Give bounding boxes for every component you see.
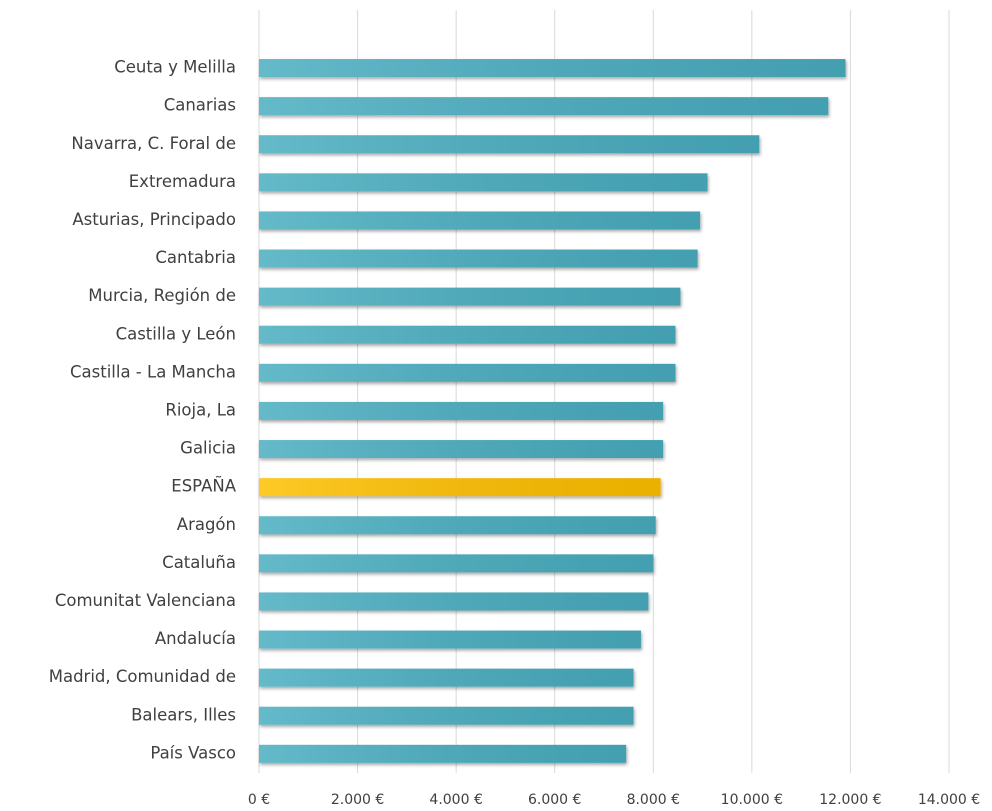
x-tick-label: 6.000 € [528, 792, 581, 808]
y-tick-label: Galicia [180, 439, 236, 458]
y-tick-label: País Vasco [150, 743, 236, 762]
bar-shade [259, 554, 654, 573]
y-tick-label: Ceuta y Melilla [114, 58, 236, 77]
y-tick-label: Comunitat Valenciana [55, 591, 236, 610]
bar-shade [259, 440, 664, 459]
bar-shade [259, 135, 760, 154]
x-tick-label: 10.000 € [721, 792, 783, 808]
y-tick-label: Canarias [164, 96, 236, 115]
y-tick-label: Castilla - La Mancha [70, 362, 236, 381]
x-tick-label: 0 € [248, 792, 270, 808]
bar-shade [259, 478, 661, 497]
y-tick-label: ESPAÑA [171, 477, 236, 496]
bar-shade [259, 706, 634, 725]
y-tick-label: Cantabria [155, 248, 236, 267]
y-tick-label: Balears, Illes [131, 705, 236, 724]
y-tick-label: Rioja, La [165, 400, 236, 419]
bar-shade [259, 401, 664, 420]
bar-shade [259, 668, 634, 687]
x-tick-label: 12.000 € [819, 792, 881, 808]
bar-shade [259, 363, 676, 382]
bar-shade [259, 744, 627, 763]
bar-shade [259, 287, 681, 306]
bar-shade [259, 516, 656, 535]
y-tick-label: Navarra, C. Foral de [71, 134, 236, 153]
bar-shade [259, 97, 829, 116]
x-tick-label: 14.000 € [918, 792, 980, 808]
bar-shade [259, 325, 676, 344]
y-tick-label: Murcia, Región de [88, 286, 236, 305]
x-tick-label: 4.000 € [429, 792, 482, 808]
bar-shade [259, 630, 641, 649]
y-tick-label: Cataluña [162, 553, 236, 572]
x-tick-label: 2.000 € [331, 792, 384, 808]
y-tick-label: Madrid, Comunidad de [49, 667, 236, 686]
y-tick-label: Andalucía [155, 629, 236, 648]
y-tick-label: Aragón [177, 515, 236, 534]
y-tick-label: Castilla y León [116, 324, 236, 343]
x-tick-label: 8.000 € [627, 792, 680, 808]
bar-shade [259, 249, 698, 268]
y-tick-label: Asturias, Principado [72, 210, 236, 229]
bar-shade [259, 173, 708, 192]
bar-shade [259, 59, 846, 78]
y-tick-label: Extremadura [129, 172, 236, 191]
bar-shade [259, 211, 701, 230]
bar-shade [259, 592, 649, 611]
